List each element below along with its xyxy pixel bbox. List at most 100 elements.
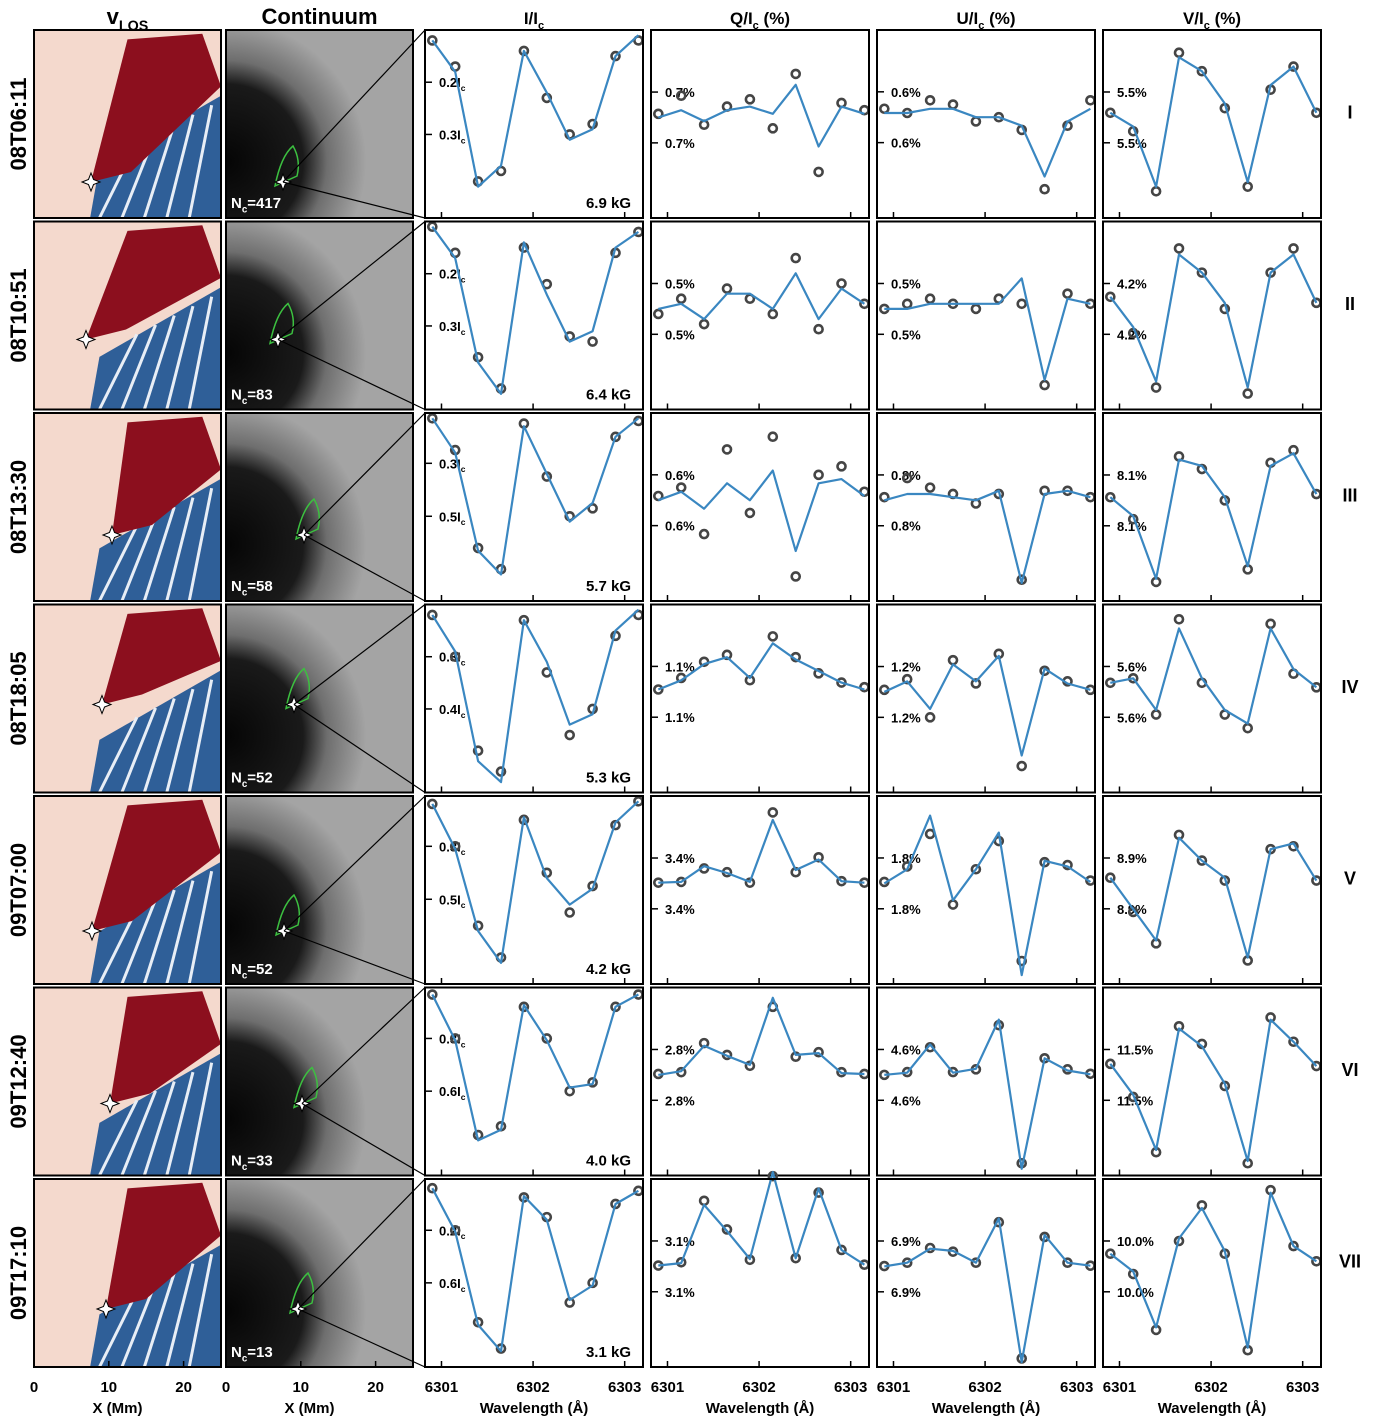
zoom-line bbox=[277, 221, 426, 340]
map-frame bbox=[225, 220, 414, 411]
y-tick-label-sub: c bbox=[461, 517, 466, 527]
panel-background bbox=[877, 796, 1095, 984]
map-streak bbox=[187, 104, 214, 219]
observed-point bbox=[1173, 243, 1185, 254]
x-tick-label: 6301 bbox=[1103, 1379, 1136, 1396]
observed-point bbox=[1105, 291, 1116, 303]
column-title-after: (%) bbox=[1210, 9, 1241, 28]
fit-line bbox=[884, 277, 1091, 382]
map-frame bbox=[225, 1178, 414, 1368]
fit-line bbox=[431, 993, 639, 1142]
fit-line bbox=[431, 608, 640, 784]
fit-line bbox=[1109, 56, 1318, 188]
profile-panel: 1.8%1.8% bbox=[876, 795, 1096, 985]
map-streak bbox=[165, 688, 195, 793]
zoom-line bbox=[283, 795, 426, 932]
profile-panel: 0.6% 0.6% bbox=[876, 29, 1096, 219]
count-label-sub: c bbox=[242, 971, 248, 982]
fit-line bbox=[884, 1217, 1091, 1364]
panel-background bbox=[651, 413, 869, 601]
velocity-map bbox=[33, 220, 222, 411]
x-tick-label: 6302 bbox=[968, 1379, 1001, 1396]
observed-point bbox=[653, 684, 664, 695]
panel-background bbox=[877, 221, 1095, 410]
observed-point bbox=[1288, 61, 1299, 72]
map-streak bbox=[98, 525, 139, 602]
field-strength: 5.3 kG bbox=[586, 770, 631, 787]
zoom-line bbox=[301, 987, 426, 1104]
observed-point bbox=[1173, 613, 1185, 625]
observed-point bbox=[427, 1182, 438, 1194]
row-time: 09T17:10 bbox=[6, 1226, 31, 1320]
row-label: II bbox=[1345, 294, 1355, 314]
count-label: Nc=52 bbox=[231, 961, 273, 982]
y-tick-label-sub: c bbox=[461, 83, 466, 93]
y-tick-label-main: 8.9% bbox=[1117, 851, 1147, 866]
map-streak bbox=[120, 324, 157, 411]
y-tick-label-main: 8.1% bbox=[1117, 468, 1147, 483]
profile-panel: 8.1% 8.1% bbox=[1102, 412, 1322, 602]
y-tick-label: 0.6% bbox=[891, 136, 921, 151]
observed-point bbox=[564, 729, 576, 741]
observed-point bbox=[721, 649, 733, 661]
fit-line bbox=[657, 469, 866, 553]
panel-frame bbox=[1102, 220, 1322, 411]
observed-point bbox=[610, 50, 621, 62]
observed-point bbox=[1105, 1058, 1116, 1070]
observed-point bbox=[1105, 872, 1116, 883]
fit-line bbox=[431, 800, 640, 964]
y-tick-label-sub: c bbox=[461, 900, 466, 910]
map-streak bbox=[98, 1099, 139, 1177]
y-tick-label: 10.0% bbox=[1117, 1234, 1154, 1249]
panel-frame bbox=[650, 412, 870, 602]
y-tick-label-main: 1.2% bbox=[891, 660, 921, 675]
count-label-main: N bbox=[231, 195, 242, 212]
y-tick-label-main: 0.5% bbox=[665, 327, 695, 342]
y-tick-label-main: 5.5% bbox=[1117, 85, 1147, 100]
y-tick-label: 5.5% bbox=[1117, 85, 1147, 100]
continuum-image bbox=[226, 221, 413, 410]
panel-frame bbox=[650, 986, 870, 1177]
map-frame bbox=[33, 412, 222, 602]
column-title-sub: c bbox=[1204, 20, 1210, 32]
observed-point bbox=[1288, 1036, 1299, 1048]
y-tick-label-sub: c bbox=[461, 275, 466, 285]
y-tick-label-main: 8.1% bbox=[1117, 519, 1147, 534]
field-strength: 6.4 kG bbox=[586, 387, 631, 404]
fit-line bbox=[1109, 1191, 1318, 1349]
profile-panel: 6.9% 6.9% bbox=[876, 1178, 1096, 1368]
y-tick-label-main: 6.9% bbox=[891, 1285, 921, 1300]
y-tick-label-main: 0.4I bbox=[439, 702, 461, 717]
y-tick-label: 0.3Ic bbox=[439, 127, 466, 145]
observed-point bbox=[1105, 491, 1116, 503]
profile-panel: 5.6% 5.6% bbox=[1102, 603, 1322, 794]
y-tick-label-sub: c bbox=[461, 710, 466, 720]
velocity-map bbox=[33, 986, 222, 1177]
y-tick-label-main: 5.6% bbox=[1117, 659, 1147, 674]
map-streak bbox=[120, 1281, 157, 1368]
panel-background bbox=[877, 30, 1095, 218]
y-tick-label-main: 5.6% bbox=[1117, 710, 1147, 725]
column-title: Q/Ic (%) bbox=[730, 9, 790, 32]
map-streak bbox=[120, 515, 157, 602]
count-label: Nc=52 bbox=[231, 770, 273, 791]
zoom-line bbox=[282, 29, 426, 183]
blueshift-region bbox=[90, 1244, 221, 1367]
fit-line bbox=[883, 814, 1092, 977]
observed-point bbox=[1196, 65, 1208, 77]
y-tick-label-main: 1.1% bbox=[665, 710, 695, 725]
blueshift-region bbox=[90, 670, 221, 793]
y-tick-label-main: 0.3I bbox=[439, 456, 461, 471]
count-label: Nc=417 bbox=[231, 195, 281, 216]
profile-panel: 11.5%11.5% bbox=[1102, 986, 1322, 1177]
continuum-map: Nc=13 bbox=[225, 1178, 414, 1368]
observed-point bbox=[653, 108, 664, 120]
x-tick-label: 6303 bbox=[1060, 1379, 1093, 1396]
zoom-line bbox=[293, 604, 426, 705]
x-axis-label: Wavelength (Å) bbox=[480, 1400, 589, 1417]
y-tick-label-main: 4.2% bbox=[1117, 277, 1147, 292]
y-tick-label: 1.2% bbox=[891, 710, 921, 725]
observed-point bbox=[1016, 760, 1028, 772]
observed-point bbox=[1288, 840, 1299, 852]
